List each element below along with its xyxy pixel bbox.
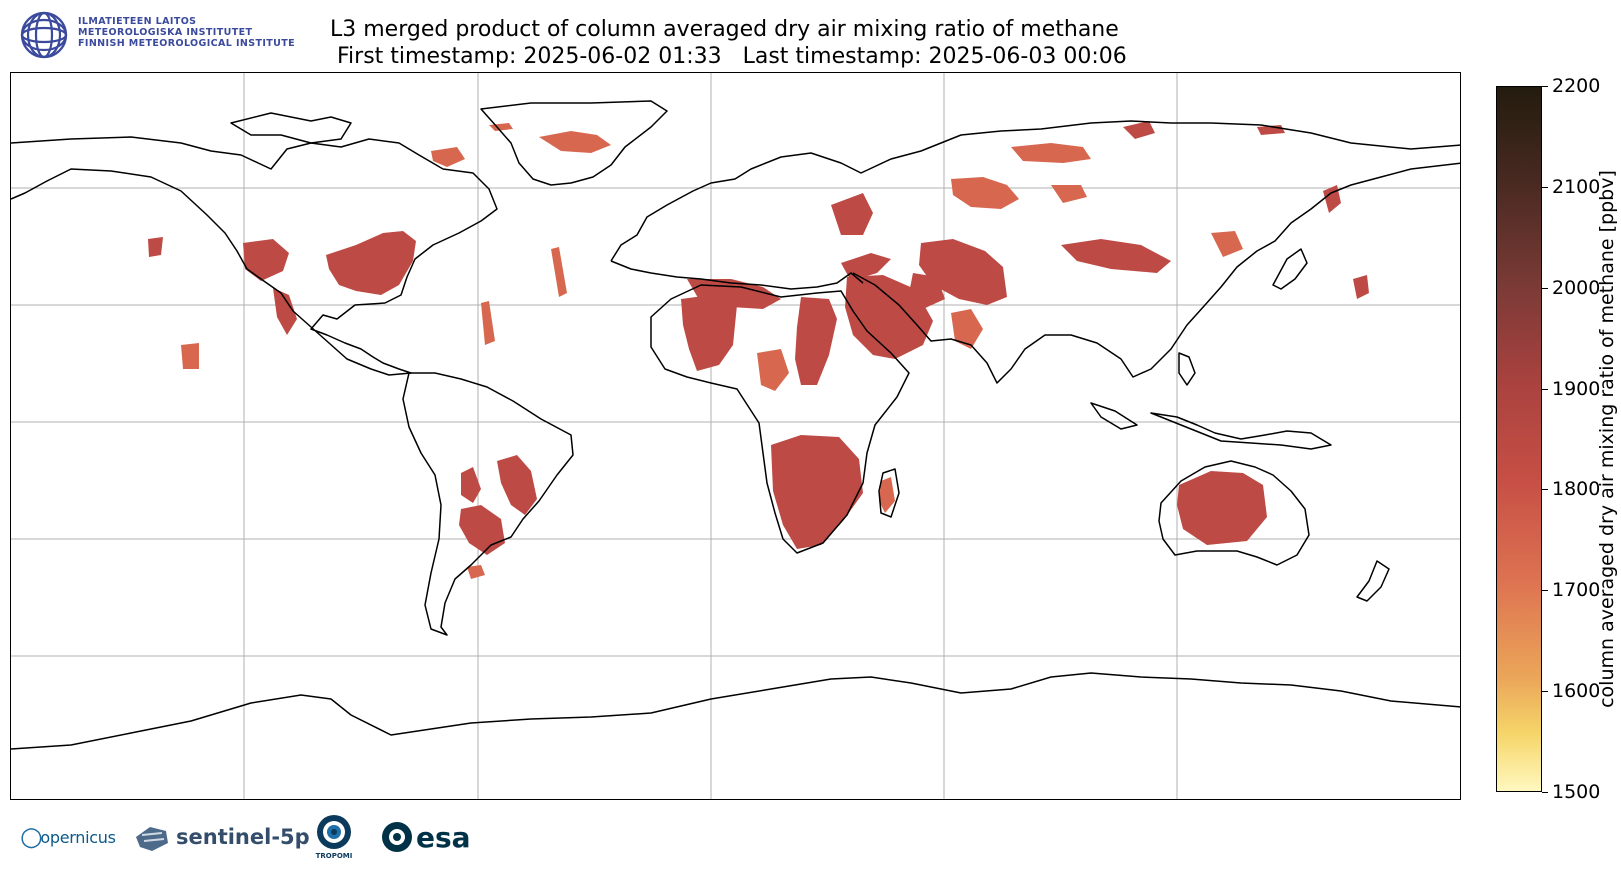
institute-name: ILMATIETEEN LAITOS METEOROLOGISKA INSTIT… (78, 16, 308, 49)
colorbar-tick-label: 2100 (1552, 175, 1601, 198)
data-chukotka (1123, 121, 1155, 139)
tropomi-logo: TROPOMI (314, 812, 354, 862)
data-india (951, 309, 983, 349)
colorbar-tick-label: 1600 (1552, 680, 1601, 703)
data-japan-sea (1353, 275, 1369, 299)
data-usa (326, 231, 416, 295)
data-us-west (243, 239, 289, 281)
colorbar-tick-mark (1542, 86, 1548, 87)
institute-line-sv: METEOROLOGISKA INSTITUTET (78, 27, 253, 38)
colorbar-tick-mark (1542, 287, 1548, 289)
coast-australia (1158, 460, 1310, 566)
data-mexico (273, 288, 297, 335)
coast-south-america (402, 372, 574, 636)
satellite-icon (136, 827, 168, 851)
sentinel-5p-logo: sentinel-5p (132, 812, 310, 862)
data-pacific-patch (148, 237, 163, 257)
colorbar (1496, 86, 1542, 792)
colorbar-tick-mark (1542, 388, 1548, 390)
colorbar-tick-label: 1900 (1552, 377, 1601, 400)
data-argentina (459, 505, 505, 555)
colorbar-tick-mark (1542, 489, 1548, 491)
data-southern-africa (771, 435, 863, 549)
colorbar-tick-label: 1800 (1552, 478, 1601, 501)
colorbar-tick-label: 2200 (1552, 75, 1601, 97)
coast-europe (610, 120, 1460, 262)
data-sahara-east (795, 297, 837, 385)
coast-antarctica (11, 672, 1460, 750)
data-kamchatka (1323, 185, 1341, 213)
colorbar-tick-mark (1542, 186, 1548, 188)
coast-japan (1272, 248, 1308, 290)
coast-arctic-islands (230, 112, 352, 144)
esa-text: esa (416, 820, 471, 854)
colorbar-label: column averaged dry air mixing ratio of … (1596, 170, 1618, 708)
data-greenland (539, 131, 611, 153)
data-siberia-north (1011, 143, 1091, 163)
data-brazil (497, 455, 537, 515)
copernicus-c-icon: ○ (20, 822, 43, 852)
coast-greenland (480, 100, 668, 186)
tropomi-eye-icon (317, 815, 351, 849)
data-scattered-north-asia (1051, 185, 1087, 203)
data-hawaii-patch (181, 343, 199, 369)
partner-logos: ○ opernicus sentinel-5p TROPOMI esa (20, 812, 620, 864)
fmi-logo (18, 10, 288, 60)
esa-mark-icon (382, 822, 412, 852)
data-madagascar (879, 477, 895, 513)
copernicus-logo: ○ opernicus (20, 812, 116, 862)
data-china-east (1211, 231, 1243, 257)
map-title: L3 merged product of column averaged dry… (330, 16, 1130, 70)
coast-madagascar (878, 468, 900, 518)
colorbar-tick-label: 1500 (1552, 781, 1601, 803)
coast-arabia-asia (852, 162, 1460, 384)
coast-africa (650, 284, 910, 554)
data-south-america-west (461, 467, 481, 503)
coast-new-zealand (1356, 560, 1390, 602)
tropomi-text: TROPOMI (315, 852, 353, 860)
title-line-2: First timestamp: 2025-06-02 01:33 Last t… (330, 44, 1127, 69)
copernicus-text: opernicus (40, 827, 116, 847)
data-atlantic-strip (551, 247, 567, 297)
data-pacific-strip (481, 301, 495, 345)
methane-data-layer (148, 121, 1369, 579)
data-patagonia (467, 565, 485, 579)
colorbar-title: column averaged dry air mixing ratio of … (1592, 86, 1621, 792)
colorbar-tick-label: 2000 (1552, 276, 1601, 299)
fmi-globe-icon (20, 11, 68, 59)
colorbar-tick-mark (1542, 691, 1548, 693)
coast-philippines (1178, 352, 1196, 386)
colorbar-tick-label: 1700 (1552, 579, 1601, 602)
colorbar-tick-mark (1542, 590, 1548, 592)
data-siberia-west (951, 177, 1019, 209)
data-arabia (845, 275, 933, 359)
data-europe-east (831, 193, 873, 235)
data-arctic-canada (431, 147, 465, 167)
gridlines (11, 73, 1460, 799)
data-greenland-north (489, 123, 513, 131)
data-mongolia (1061, 239, 1171, 273)
data-caspian (909, 273, 945, 309)
title-line-1: L3 merged product of column averaged dry… (330, 17, 1119, 42)
esa-logo: esa (380, 812, 471, 862)
sentinel-text: sentinel-5p (176, 825, 310, 849)
data-sahara-west (681, 295, 737, 371)
colorbar-tick-mark (1542, 792, 1548, 793)
coast-mediterranean (610, 260, 864, 290)
coastlines (11, 100, 1460, 750)
map-canvas (11, 73, 1460, 799)
data-north-africa (687, 279, 781, 309)
world-map (10, 72, 1461, 800)
coast-indonesia (1090, 402, 1332, 450)
data-east-africa (757, 349, 789, 391)
institute-line-en: FINNISH METEOROLOGICAL INSTITUTE (78, 38, 296, 49)
data-australia (1177, 471, 1267, 545)
coast-north-america (11, 136, 498, 376)
institute-line-fi: ILMATIETEEN LAITOS (78, 16, 197, 27)
